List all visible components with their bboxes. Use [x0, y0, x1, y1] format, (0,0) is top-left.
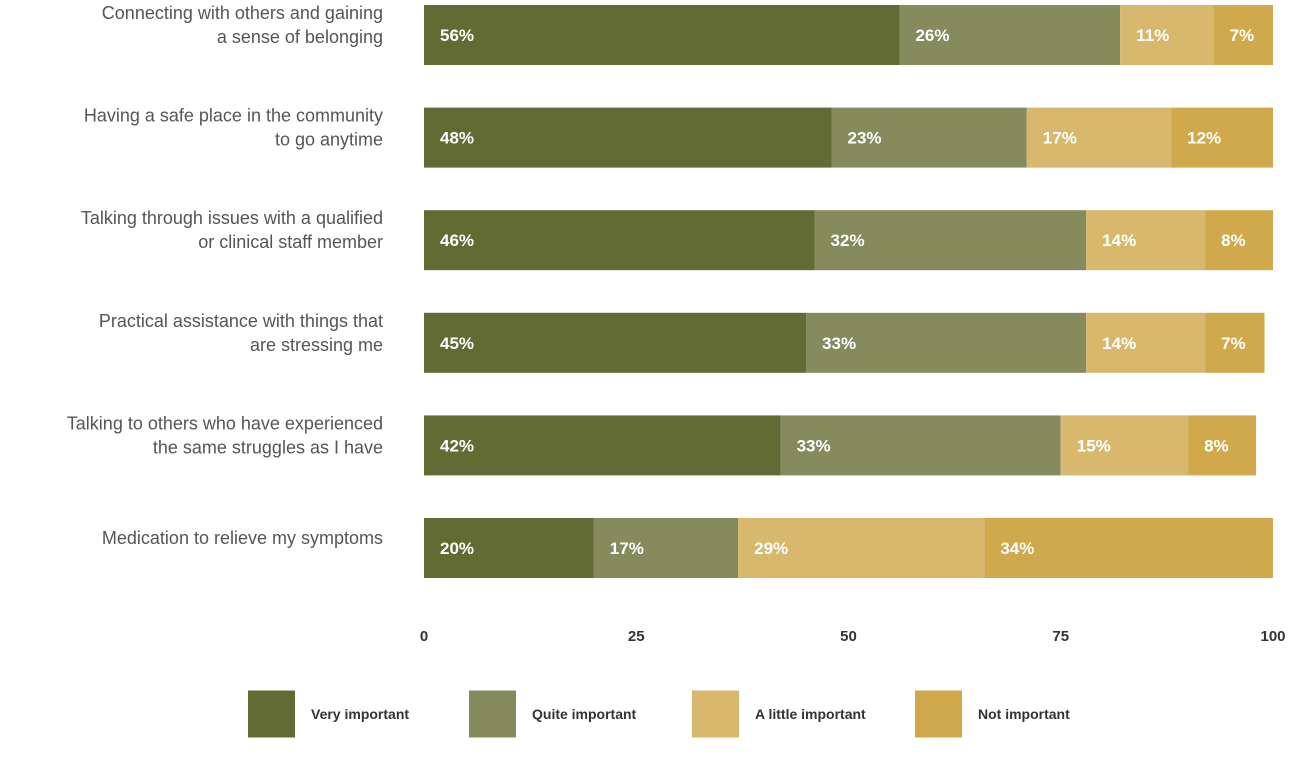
bar-segment: [738, 518, 985, 578]
bar-segment: [899, 5, 1121, 65]
category-label: Having a safe place in the community to g…: [84, 106, 383, 150]
data-label: 17%: [1043, 129, 1077, 148]
bar-segment: [424, 415, 781, 476]
category-label: Talking to others who have experienced th…: [67, 413, 383, 457]
bar-segment: [1060, 415, 1189, 476]
bar-segment: [1188, 415, 1257, 476]
bar-segment: [1086, 312, 1206, 373]
data-label: 11%: [1136, 26, 1169, 45]
data-label: 7%: [1221, 334, 1246, 353]
category-label: Talking through issues with a qualified o…: [81, 208, 383, 252]
data-label: 7%: [1230, 26, 1255, 45]
category-label-line: or clinical staff member: [198, 232, 383, 252]
legend-swatch: [248, 690, 295, 738]
bar-segment: [806, 312, 1087, 373]
category-label-line: are stressing me: [250, 335, 383, 355]
category-label-line: Having a safe place in the community: [84, 106, 383, 126]
bar-segment: [424, 210, 815, 271]
bar-segment: [1205, 312, 1265, 373]
legend-swatch: [692, 690, 739, 738]
data-label: 12%: [1187, 129, 1221, 148]
bar-segment: [984, 518, 1273, 578]
data-label: 14%: [1102, 231, 1136, 250]
bar-segment: [1171, 107, 1273, 168]
data-label: 33%: [797, 436, 831, 455]
data-label: 34%: [1000, 539, 1034, 558]
data-label: 56%: [440, 26, 474, 45]
x-axis-ticks: 0 25 50 75 100: [420, 628, 1286, 645]
x-tick-label: 75: [1052, 628, 1069, 645]
legend-swatch: [915, 690, 962, 738]
data-label: 8%: [1221, 231, 1246, 250]
bar-segment: [593, 518, 739, 578]
category-label-line: Medication to relieve my symptoms: [102, 528, 383, 548]
data-label: 48%: [440, 129, 474, 148]
data-label: 20%: [440, 539, 474, 558]
legend-swatch: [469, 690, 516, 738]
bar-segment: [1205, 210, 1273, 271]
category-labels: Connecting with others and gaining a sens…: [67, 3, 383, 548]
bars: 56% 26% 11% 7% 48% 23% 17% 12% 46% 32% 14% 8% 45% 33%…: [424, 5, 1273, 578]
data-label: 15%: [1077, 436, 1111, 455]
category-label: Connecting with others and gaining a sens…: [102, 3, 383, 47]
category-label-line: Connecting with others and gaining: [102, 3, 383, 23]
legend-label: Quite important: [532, 706, 637, 722]
category-label-line: the same struggles as I have: [153, 437, 383, 457]
legend-label: Very important: [311, 706, 409, 722]
bar-segment: [424, 107, 832, 168]
bar-segment: [780, 415, 1061, 476]
category-label: Medication to relieve my symptoms: [102, 528, 383, 548]
legend: Very important Quite important A little im…: [248, 690, 1070, 738]
data-label: 17%: [610, 539, 644, 558]
category-label-line: Talking to others who have experienced: [67, 413, 383, 433]
x-tick-label: 25: [628, 628, 645, 645]
x-tick-label: 50: [840, 628, 857, 645]
category-label-line: to go anytime: [275, 130, 383, 150]
data-label: 14%: [1102, 334, 1136, 353]
x-tick-label: 100: [1260, 628, 1285, 645]
data-label: 32%: [831, 231, 865, 250]
bar-segment: [1026, 107, 1172, 168]
data-label: 29%: [754, 539, 788, 558]
bar-segment: [424, 312, 807, 373]
legend-label: A little important: [755, 706, 866, 722]
data-label: 23%: [848, 129, 882, 148]
data-label: 46%: [440, 231, 474, 250]
data-label: 33%: [822, 334, 856, 353]
data-label: 8%: [1204, 436, 1229, 455]
category-label: Practical assistance with things that are…: [99, 311, 383, 355]
category-label-line: Practical assistance with things that: [99, 311, 383, 331]
category-label-line: Talking through issues with a qualified: [81, 208, 383, 228]
category-label-line: a sense of belonging: [217, 27, 383, 47]
x-tick-label: 0: [420, 628, 428, 645]
bar-segment: [1213, 5, 1273, 65]
bar-segment: [424, 518, 594, 578]
bar-segment: [1120, 5, 1214, 65]
bar-segment: [831, 107, 1027, 168]
data-label: 45%: [440, 334, 474, 353]
legend-label: Not important: [978, 706, 1070, 722]
data-label: 42%: [440, 436, 474, 455]
bar-segment: [814, 210, 1087, 271]
bar-segment: [1086, 210, 1206, 271]
bar-segment: [424, 5, 900, 65]
data-label: 26%: [915, 26, 949, 45]
